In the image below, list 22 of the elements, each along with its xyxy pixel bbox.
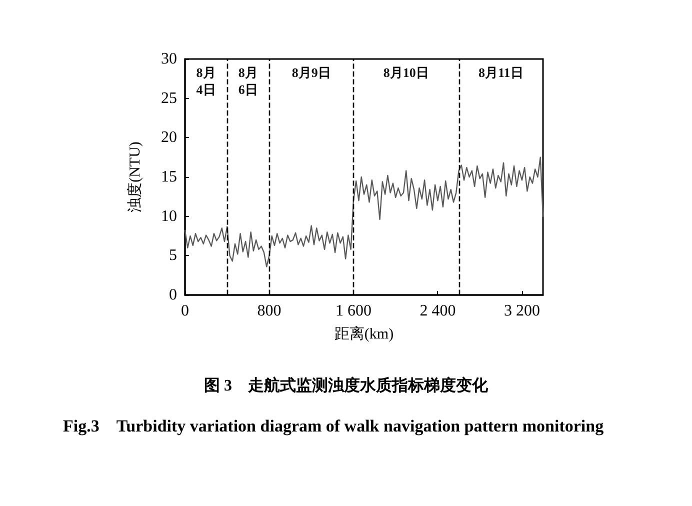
y-tick-label: 10 (161, 208, 177, 225)
annotation: 8月 4日 (196, 65, 216, 97)
x-tick-label: 3 200 (504, 302, 540, 320)
annotation: 8月9日 (292, 65, 331, 80)
x-tick-label: 800 (257, 302, 282, 320)
y-tick-label: 15 (161, 168, 177, 186)
text: Fig.3 Turbidity variation diagram of walk navigation pattern monitoring (63, 416, 604, 436)
line-series (184, 156, 544, 268)
annotation: 8月10日 (383, 65, 429, 80)
x-tick-label: 0 (181, 302, 189, 320)
annotation: 8月 6日 (238, 65, 258, 97)
y-axis-title: 浊度(NTU) (126, 142, 144, 212)
x-axis-title: 距离(km) (334, 326, 394, 342)
text: 图 3 走航式监测浊度水质指标梯度变化 (204, 376, 489, 394)
x-tick-label: 2 400 (420, 302, 456, 320)
y-tick-label: 20 (161, 129, 177, 146)
y-tick-label: 5 (169, 247, 177, 264)
x-tick-label: 1 600 (335, 302, 372, 320)
y-tick-label: 25 (161, 90, 177, 107)
annotation: 8月11日 (478, 65, 524, 80)
y-tick-label: 30 (161, 50, 177, 68)
y-tick-label: 0 (169, 286, 177, 304)
